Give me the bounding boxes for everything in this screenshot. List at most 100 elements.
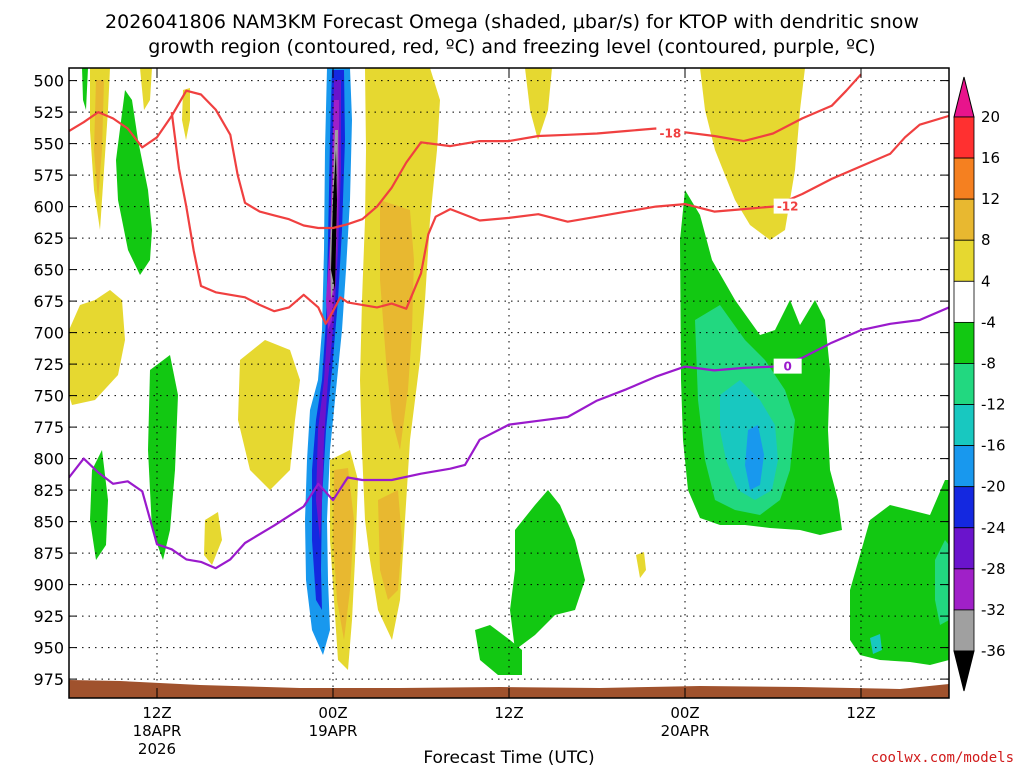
colorbar-bin xyxy=(953,404,975,447)
x-tick-date: 18APR xyxy=(133,722,182,740)
omega-region xyxy=(140,68,152,110)
y-tick-label: 600 xyxy=(33,198,64,217)
colorbar-label: 16 xyxy=(981,149,1000,167)
omega-region xyxy=(636,552,646,578)
colorbar-bin xyxy=(953,321,975,364)
omega-region xyxy=(525,68,552,140)
colorbar-label: -24 xyxy=(981,519,1006,537)
colorbar-label: -28 xyxy=(981,560,1006,578)
colorbar-label: -8 xyxy=(981,354,996,372)
colorbar-label: -32 xyxy=(981,601,1006,619)
y-tick-label: 900 xyxy=(33,576,64,595)
y-tick-label: 850 xyxy=(33,513,64,532)
y-tick-label: 950 xyxy=(33,639,64,658)
colorbar-bin xyxy=(953,486,975,529)
x-tick-year: 2026 xyxy=(138,740,176,758)
omega-region xyxy=(378,490,402,600)
colorbar-bin xyxy=(953,609,975,652)
x-tick-label: 00Z xyxy=(670,704,699,722)
contour-label-bg xyxy=(773,358,802,374)
y-tick-label: 875 xyxy=(33,544,64,563)
grid-lines xyxy=(69,68,949,698)
colorbar-bin xyxy=(953,239,975,282)
x-tick-label: 12Z xyxy=(494,704,523,722)
omega-region xyxy=(204,512,222,565)
omega-region xyxy=(510,490,585,650)
y-tick-label: 725 xyxy=(33,355,64,374)
y-tick-label: 925 xyxy=(33,607,64,626)
y-tick-label: 500 xyxy=(33,72,64,91)
x-tick-label: 12Z xyxy=(846,704,875,722)
contour-label-bg xyxy=(773,198,802,214)
omega-region xyxy=(333,468,354,640)
colorbar-bin xyxy=(953,527,975,570)
y-tick-label: 800 xyxy=(33,450,64,469)
y-tick-label: 650 xyxy=(33,261,64,280)
omega-region xyxy=(238,340,300,490)
omega-region xyxy=(331,150,337,290)
colorbar-label: -12 xyxy=(981,396,1006,414)
y-tick-label: 750 xyxy=(33,387,64,406)
contour-label: -18 xyxy=(659,127,681,141)
y-tick-label: 525 xyxy=(33,103,64,122)
contour-label-bg xyxy=(656,125,685,141)
colorbar-label: -20 xyxy=(981,478,1006,496)
x-axis-label: Forecast Time (UTC) xyxy=(423,748,594,768)
colorbar-label: -16 xyxy=(981,437,1006,455)
colorbar-label: 20 xyxy=(981,108,1000,126)
y-tick-label: 700 xyxy=(33,324,64,343)
omega-region xyxy=(475,625,522,675)
colorbar-bottom-arrow xyxy=(953,650,975,692)
x-tick-date: 20APR xyxy=(661,722,710,740)
y-tick-label: 625 xyxy=(33,229,64,248)
colorbar-bin xyxy=(953,116,975,159)
colorbar-bin xyxy=(953,157,975,200)
colorbar-label: -36 xyxy=(981,642,1006,660)
omega-region xyxy=(94,80,104,200)
y-tick-label: 975 xyxy=(33,670,64,689)
omega-region xyxy=(148,355,178,560)
contour-line-1 xyxy=(170,111,949,325)
chart-title-line-1: 2026041806 NAM3KM Forecast Omega (shaded… xyxy=(105,11,919,33)
omega-region xyxy=(700,68,805,240)
colorbar-label: -4 xyxy=(981,313,996,331)
contour-line-2 xyxy=(69,306,949,570)
colorbar-label: 8 xyxy=(981,231,991,249)
omega-shading xyxy=(69,68,949,675)
y-axis: 500 525 550 575 600 625 650 675 700 725 750 775 800 8… xyxy=(33,72,949,689)
colorbar-label: 12 xyxy=(981,190,1000,208)
omega-region xyxy=(380,200,414,450)
colorbar: 20 16 12 8 4 -4 -8 -12 -16 -20 -24 -28 -32 -36 xyxy=(953,76,1006,692)
colorbar-bin xyxy=(953,445,975,488)
colorbar-bin xyxy=(953,280,975,323)
omega-region xyxy=(116,90,152,275)
omega-region xyxy=(850,480,949,665)
colorbar-bin xyxy=(953,198,975,241)
omega-region xyxy=(182,88,190,140)
colorbar-bin xyxy=(953,363,975,405)
credit-text: coolwx.com/models xyxy=(871,750,1014,766)
x-tick-label: 00Z xyxy=(318,704,347,722)
colorbar-top-arrow xyxy=(953,76,975,118)
y-tick-label: 775 xyxy=(33,418,64,437)
x-tick-date: 19APR xyxy=(309,722,358,740)
omega-region xyxy=(935,540,949,625)
y-tick-label: 825 xyxy=(33,481,64,500)
colorbar-bin xyxy=(953,568,975,611)
omega-region xyxy=(82,68,88,110)
y-tick-label: 575 xyxy=(33,166,64,185)
y-tick-label: 550 xyxy=(33,135,64,154)
contour-line-0 xyxy=(69,73,862,230)
chart-title-line-2: growth region (contoured, red, ºC) and f… xyxy=(148,36,875,58)
contour-label: 0 xyxy=(783,360,791,374)
colorbar-label: 4 xyxy=(981,272,991,290)
y-tick-label: 675 xyxy=(33,292,64,311)
omega-region xyxy=(870,634,882,654)
x-tick-label: 12Z xyxy=(142,704,171,722)
contours: -18 -12 0 xyxy=(69,73,949,570)
omega-region xyxy=(745,425,764,490)
contour-label: -12 xyxy=(777,200,799,214)
omega-region xyxy=(69,290,125,405)
